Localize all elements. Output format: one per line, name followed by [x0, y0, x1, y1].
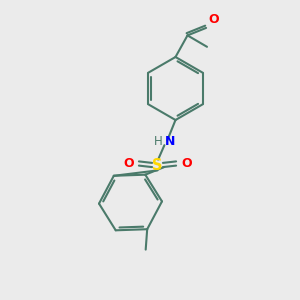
Text: H: H	[154, 135, 163, 148]
Text: O: O	[181, 157, 192, 170]
Text: N: N	[164, 135, 175, 148]
Text: O: O	[123, 157, 134, 170]
Text: O: O	[208, 13, 219, 26]
Text: S: S	[152, 158, 163, 172]
